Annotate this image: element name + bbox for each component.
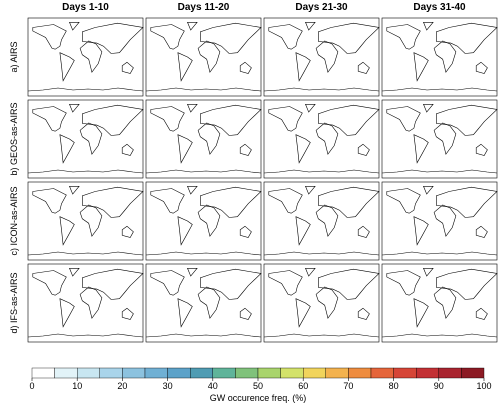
- colorbar-tick-label: 0: [29, 381, 34, 391]
- colorbar-tick-label: 100: [476, 381, 491, 391]
- colorbar-bin: [370, 367, 394, 379]
- colorbar-bin: [76, 367, 100, 379]
- column-title: Days 1-10: [62, 2, 109, 13]
- colorbar-bin: [438, 367, 462, 379]
- row-label: d) IFS-as-AIRS: [9, 272, 19, 333]
- colorbar-tick-label: 90: [434, 381, 444, 391]
- map-panel: [381, 263, 498, 343]
- map-panel: [145, 181, 262, 261]
- map-panel: [27, 263, 144, 343]
- colorbar-bin: [167, 367, 191, 379]
- colorbar-bin: [280, 367, 304, 379]
- colorbar-bin: [325, 367, 349, 379]
- row-label: a) AIRS: [9, 41, 19, 72]
- map-panel: [145, 263, 262, 343]
- column-title: Days 21-30: [295, 2, 348, 13]
- colorbar-bin: [99, 367, 123, 379]
- map-panel: [27, 181, 144, 261]
- colorbar-bin: [31, 367, 55, 379]
- colorbar-bin: [393, 367, 417, 379]
- map-panel: [263, 181, 380, 261]
- colorbar-tick-label: 10: [72, 381, 82, 391]
- colorbar-tick-label: 20: [117, 381, 127, 391]
- map-panel: [27, 17, 144, 97]
- colorbar-bin: [235, 367, 259, 379]
- row-label: b) GEOS-as-AIRS: [9, 102, 19, 175]
- map-panel: [27, 99, 144, 179]
- colorbar-tick-label: 30: [163, 381, 173, 391]
- colorbar-bin: [303, 367, 327, 379]
- colorbar-label: GW occurence freq. (%): [210, 393, 307, 403]
- map-panel: [263, 263, 380, 343]
- map-panel: [381, 17, 498, 97]
- colorbar-bin: [257, 367, 281, 379]
- column-title: Days 31-40: [413, 2, 466, 13]
- colorbar-bin: [416, 367, 440, 379]
- map-panel: [263, 17, 380, 97]
- colorbar-bin: [212, 367, 236, 379]
- colorbar-bin: [144, 367, 168, 379]
- colorbar-tick-label: 40: [208, 381, 218, 391]
- colorbar-tick-label: 60: [298, 381, 308, 391]
- colorbar-bin: [122, 367, 146, 379]
- colorbar-tick-label: 70: [343, 381, 353, 391]
- colorbar-bin: [189, 367, 213, 379]
- map-panel: [263, 99, 380, 179]
- colorbar-bin: [54, 367, 78, 379]
- map-panel: [145, 99, 262, 179]
- colorbar-tick-label: 80: [389, 381, 399, 391]
- colorbar-tick-label: 50: [253, 381, 263, 391]
- map-panel: [381, 181, 498, 261]
- map-panel: [145, 17, 262, 97]
- colorbar-bin: [461, 367, 485, 379]
- map-panel: [381, 99, 498, 179]
- row-label: c) ICON-as-AIRS: [9, 186, 19, 255]
- colorbar-bin: [348, 367, 372, 379]
- column-title: Days 11-20: [178, 2, 230, 13]
